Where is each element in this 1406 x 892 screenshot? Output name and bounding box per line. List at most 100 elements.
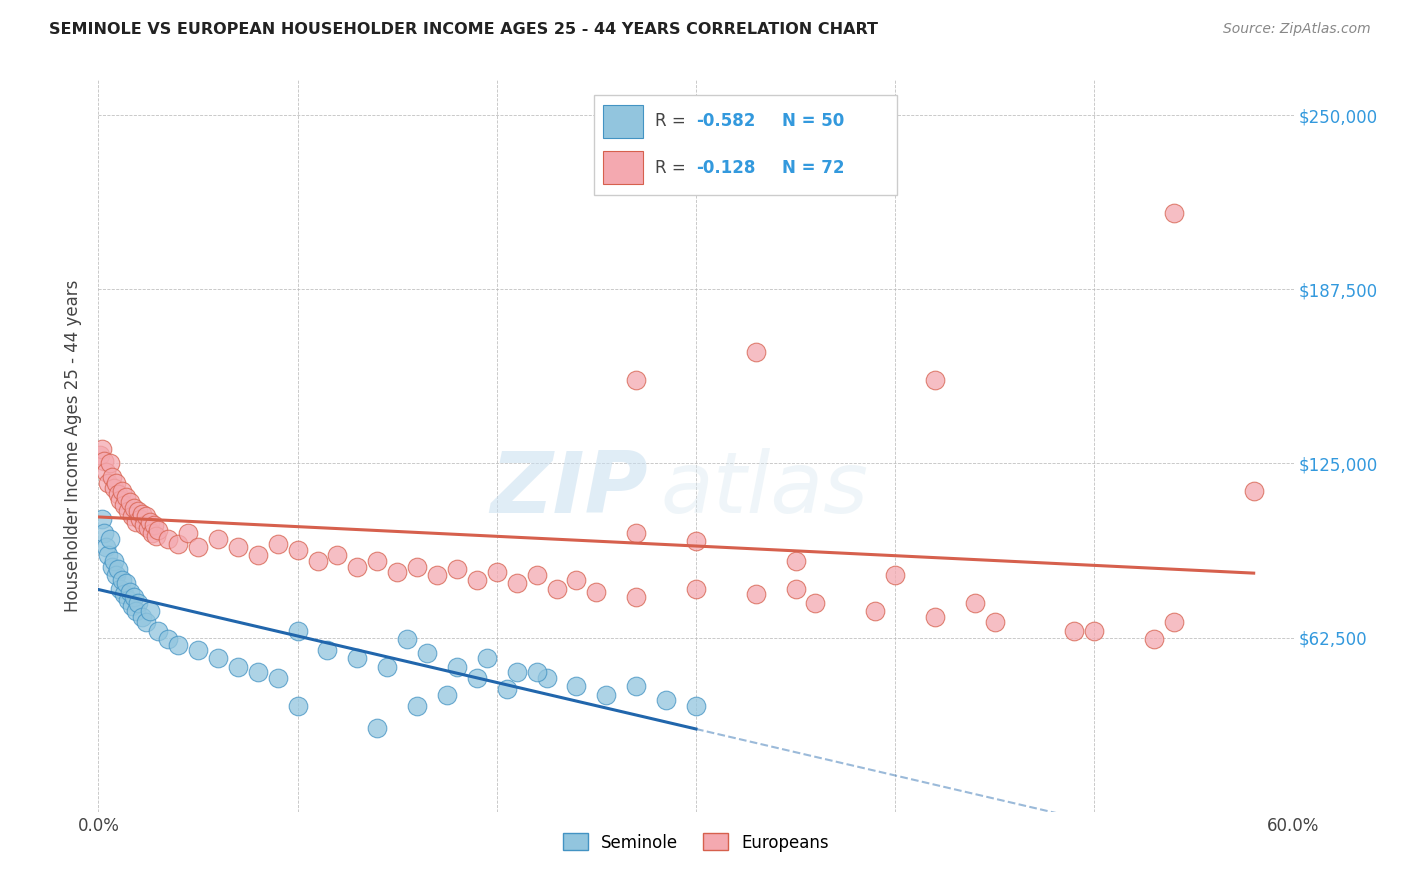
Point (685, 698, 707, 713)
Point (984, 615, 1007, 630)
Point (89, 448, 111, 462)
Point (103, 554, 125, 568)
Text: N = 72: N = 72 (782, 159, 845, 177)
Point (626, 590, 648, 604)
Point (375, 660, 398, 674)
Point (785, 582, 807, 596)
Point (565, 574, 588, 588)
Point (157, 532, 180, 546)
Point (346, 651, 368, 665)
Point (148, 523, 170, 537)
Point (107, 487, 129, 501)
Point (107, 562, 129, 576)
Point (187, 643, 209, 657)
Point (526, 567, 548, 582)
Point (111, 574, 134, 588)
Point (1163, 205, 1185, 219)
Point (93, 526, 115, 541)
Point (115, 576, 138, 591)
Point (385, 565, 409, 579)
Point (536, 671, 558, 685)
Point (145, 529, 167, 543)
Point (626, 373, 648, 387)
Point (91, 442, 114, 457)
Point (101, 470, 124, 484)
Point (366, 721, 388, 735)
Point (626, 679, 648, 693)
Point (167, 638, 190, 652)
Point (267, 537, 290, 551)
Text: atlas: atlas (661, 449, 868, 532)
Point (526, 665, 548, 680)
Y-axis label: Householder Income Ages 25 - 44 years: Householder Income Ages 25 - 44 years (65, 280, 83, 612)
Point (475, 651, 498, 665)
Point (465, 574, 488, 588)
Point (785, 554, 807, 568)
Text: Source: ZipAtlas.com: Source: ZipAtlas.com (1223, 22, 1371, 37)
Point (287, 698, 309, 713)
Point (135, 509, 157, 524)
Point (884, 567, 907, 582)
Point (129, 512, 152, 526)
Point (406, 698, 429, 713)
Point (111, 484, 134, 499)
Point (416, 646, 439, 660)
Point (366, 554, 388, 568)
Point (117, 593, 139, 607)
Point (924, 373, 946, 387)
Point (131, 609, 153, 624)
Point (121, 599, 143, 613)
Point (287, 542, 309, 557)
Text: -0.582: -0.582 (696, 112, 755, 130)
Point (207, 651, 229, 665)
Point (485, 565, 508, 579)
Point (177, 526, 200, 541)
Text: -0.128: -0.128 (696, 159, 755, 177)
Point (1243, 484, 1265, 499)
Point (139, 515, 162, 529)
Point (436, 688, 458, 702)
Point (226, 660, 249, 674)
Point (98, 457, 122, 471)
Point (135, 615, 157, 630)
Point (326, 549, 349, 563)
Point (307, 554, 329, 568)
Point (1143, 632, 1166, 646)
Point (745, 587, 768, 601)
Point (124, 590, 146, 604)
Point (139, 604, 162, 618)
Point (127, 596, 149, 610)
Point (495, 682, 517, 697)
Point (804, 596, 827, 610)
Point (105, 475, 128, 490)
Point (124, 501, 146, 516)
Text: R =: R = (655, 112, 692, 130)
Point (585, 584, 607, 599)
Point (287, 624, 309, 638)
Point (187, 540, 209, 554)
Point (546, 582, 568, 596)
Point (120, 584, 142, 599)
Point (93, 453, 115, 467)
Text: R =: R = (655, 159, 692, 177)
Point (565, 679, 588, 693)
Point (1083, 624, 1105, 638)
Point (246, 549, 269, 563)
FancyBboxPatch shape (603, 151, 643, 184)
Point (1163, 615, 1185, 630)
Point (465, 671, 488, 685)
Point (125, 515, 148, 529)
Point (112, 498, 135, 512)
Point (655, 693, 678, 707)
Point (110, 582, 132, 596)
FancyBboxPatch shape (603, 105, 643, 137)
Point (685, 582, 707, 596)
Point (91, 512, 114, 526)
Point (131, 507, 153, 521)
Point (685, 534, 707, 549)
Point (406, 559, 429, 574)
Point (112, 587, 135, 601)
Point (745, 345, 768, 359)
Point (110, 492, 132, 507)
Point (103, 482, 125, 496)
